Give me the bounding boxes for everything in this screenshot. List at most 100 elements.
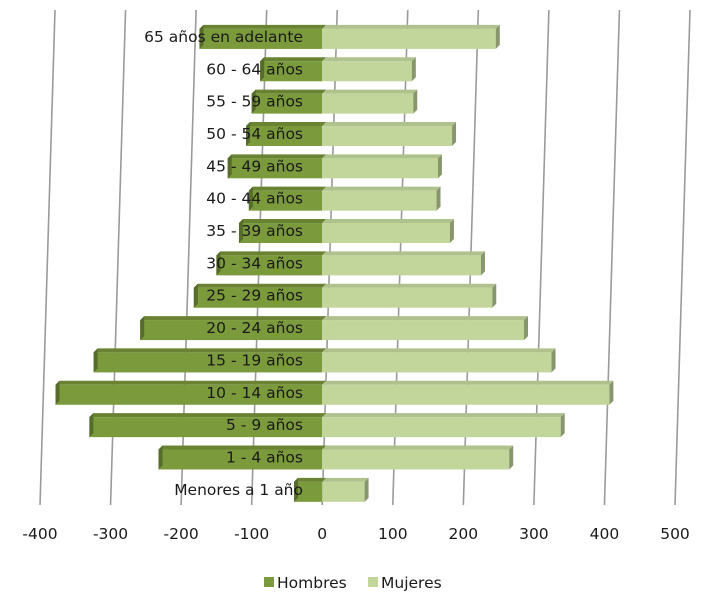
x-tick-label: 300 [519,525,549,543]
bar-top-face [322,89,418,94]
bar-side-face [411,57,416,82]
bar-top-face [89,413,327,418]
bar-top-face [158,445,327,450]
legend-swatch [264,577,274,587]
bar-side-face [238,219,243,244]
bar-side-face [480,251,485,276]
bar-top-face [227,154,327,159]
bar-hombres [227,154,327,179]
category-label: 30 - 34 años [206,254,303,272]
x-tick-label: 500 [660,525,690,543]
gridline [39,9,56,506]
bar-hombres [251,89,327,114]
bar-top-face [260,57,327,62]
category-labels: Menores a 1 año 1 - 4 años 5 - 9 años 10 - … [144,28,303,499]
bar-side-face [158,445,163,470]
bar-front-face [322,190,437,211]
category-label: 15 - 19 años [206,351,303,369]
bar-front-face [260,61,323,82]
bar-side-face [436,186,441,211]
x-tick-label: -400 [22,525,57,543]
category-label: 35 - 39 años [206,222,303,240]
bar-front-face [89,417,323,438]
bar-top-face [322,251,485,256]
bar-top-face [238,219,327,224]
category-label: 1 - 4 años [226,448,303,466]
bar-side-face [509,445,514,470]
bar-front-face [193,287,323,308]
bar-top-face [322,348,556,353]
bar-side-face [246,121,251,146]
bar-mujeres [322,121,457,146]
category-label: Menores a 1 año [174,481,303,499]
bar-top-face [294,477,327,482]
bar-front-face [322,255,481,276]
bar-side-face [260,57,265,82]
bar-top-face [322,477,369,482]
bar-top-face [93,348,327,353]
bar-side-face [294,477,298,502]
bar-side-face [93,348,98,373]
bar-side-face [193,283,198,308]
bar-top-face [322,283,497,288]
bar-front-face [216,255,323,276]
bar-top-face [322,57,416,62]
bar-mujeres [322,154,442,179]
bar-front-face [322,320,525,341]
x-tick-label: -200 [164,525,199,543]
bar-hombres [294,477,327,502]
bar-hombres [93,348,327,373]
bar-mujeres [322,413,565,438]
legend-label: Hombres [277,574,347,592]
bar-top-face [55,380,327,385]
bar-front-face [93,352,323,373]
bar-mujeres [322,219,454,244]
bar-mujeres [322,380,614,405]
category-label: 50 - 54 años [206,125,303,143]
bar-side-face [140,316,145,341]
bar-front-face [55,384,323,405]
x-tick-label: -300 [93,525,128,543]
bar-top-face [246,121,327,126]
bar-top-face [199,24,327,29]
bar-front-face [199,28,323,49]
bar-mujeres [322,57,416,82]
bar-hombres [260,57,327,82]
bar-side-face [216,251,221,276]
category-label: 10 - 14 años [206,384,303,402]
bar-hombres [238,219,327,244]
bar-front-face [227,158,323,179]
bar-mujeres [322,477,369,502]
bar-side-face [251,89,256,114]
gridline [674,9,691,506]
bar-top-face [248,186,327,191]
bar-side-face [452,121,457,146]
bar-hombres [246,121,327,146]
bar-front-face [158,449,323,470]
bar-side-face [227,154,232,179]
bar-top-face [322,316,529,321]
bar-hombres [193,283,327,308]
category-label: 65 años en adelante [144,28,303,46]
bar-top-face [193,283,327,288]
legend: Hombres Mujeres [264,574,442,592]
bar-top-face [322,219,454,224]
bar-top-face [251,89,327,94]
bar-side-face [449,219,454,244]
bar-front-face [322,384,610,405]
bar-front-face [140,320,323,341]
x-tick-label: 0 [317,525,327,543]
x-tick-label: 200 [449,525,479,543]
bar-front-face [248,190,323,211]
bar-top-face [322,380,614,385]
bar-side-face [437,154,442,179]
bar-hombres [216,251,327,276]
bar-front-face [322,481,365,502]
bar-top-face [322,121,457,126]
legend-label: Mujeres [381,574,442,592]
category-label: 20 - 24 años [206,319,303,337]
bar-top-face [322,186,441,191]
bar-side-face [524,316,529,341]
